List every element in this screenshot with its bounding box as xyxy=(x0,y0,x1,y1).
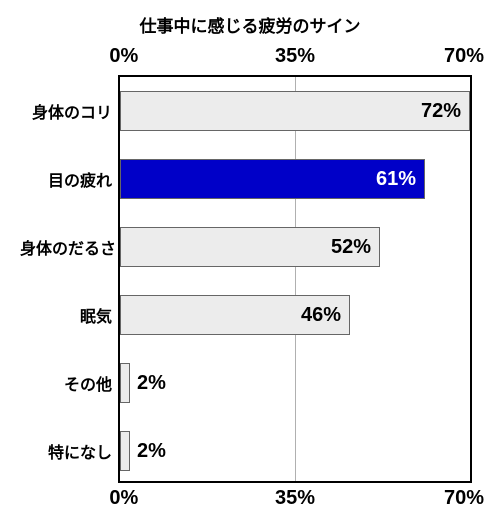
plot-area: 身体のコリ72% 目の疲れ61% 身体のだるさ52% 眠気46% その他2% 特になし2% xyxy=(118,75,472,483)
bar: 46% xyxy=(120,295,350,335)
bar-value-label: 61% xyxy=(368,168,424,191)
bar-value-label: 2% xyxy=(129,372,174,395)
category-label: 特になし xyxy=(20,439,120,463)
axis-tick-label: 35% xyxy=(275,487,315,510)
gridline xyxy=(295,77,296,481)
chart-title: 仕事中に感じる疲労のサイン xyxy=(18,12,482,37)
bar: 2% xyxy=(120,431,130,471)
x-axis-bottom: 0%35%70% xyxy=(118,487,472,517)
bar-row: 特になし2% xyxy=(120,431,470,471)
bar: 52% xyxy=(120,227,380,267)
axis-tick-label: 0% xyxy=(109,45,138,68)
category-label: 眠気 xyxy=(20,303,120,327)
bar-value-label: 46% xyxy=(293,304,349,327)
axis-tick-label: 0% xyxy=(109,487,138,510)
category-label: その他 xyxy=(20,371,120,395)
bar-row: 身体のだるさ52% xyxy=(120,227,470,267)
category-label: 身体のコリ xyxy=(20,99,120,123)
axis-tick-label: 70% xyxy=(444,45,484,68)
bar-row: 眠気46% xyxy=(120,295,470,335)
bar-row: 目の疲れ61% xyxy=(120,159,470,199)
axis-tick-label: 70% xyxy=(444,487,484,510)
bar-value-label: 2% xyxy=(129,440,174,463)
category-label: 目の疲れ xyxy=(20,167,120,191)
bar: 2% xyxy=(120,363,130,403)
axis-tick-label: 35% xyxy=(275,45,315,68)
chart-container: 仕事中に感じる疲労のサイン 0%35%70% 身体のコリ72%目の疲れ61%身体… xyxy=(0,0,500,531)
bar-value-label: 52% xyxy=(323,236,379,259)
bar-row: 身体のコリ72% xyxy=(120,91,470,131)
bar-value-label: 72% xyxy=(413,100,469,123)
category-label: 身体のだるさ xyxy=(20,235,120,259)
bar: 61% xyxy=(120,159,425,199)
bar-row: その他2% xyxy=(120,363,470,403)
bar: 72% xyxy=(120,91,470,131)
x-axis-top: 0%35%70% xyxy=(118,45,472,75)
